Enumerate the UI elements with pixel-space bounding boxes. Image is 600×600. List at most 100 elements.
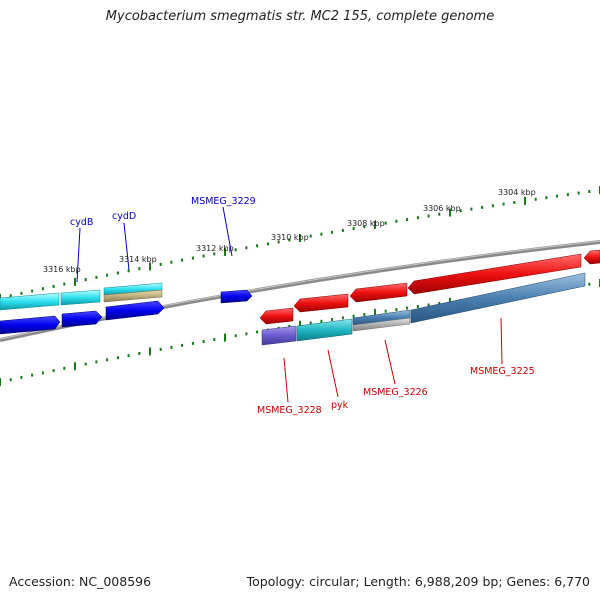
- lower-ring-minor-tick: [588, 282, 591, 286]
- topology-text: Topology: circular; Length: 6,988,209 bp…: [246, 574, 590, 589]
- upper-ring-minor-tick: [191, 256, 194, 260]
- upper-ring-minor-tick: [266, 242, 269, 246]
- upper-ring-minor-tick: [577, 191, 580, 195]
- label-msmeg-3228[interactable]: MSMEG_3228: [257, 405, 322, 416]
- lower-ring-minor-tick: [352, 314, 355, 318]
- tick-label-3314: 3314 kbp: [119, 255, 157, 264]
- upper-ring-major-tick: [224, 247, 226, 256]
- lower-ring-minor-tick: [41, 371, 44, 375]
- upper-ring-minor-tick: [288, 238, 291, 242]
- upper-ring-major-tick: [74, 277, 76, 286]
- upper-ring-minor-tick: [502, 202, 505, 206]
- gene-msmeg-3225-arrow[interactable]: [407, 253, 582, 295]
- upper-ring-minor-tick: [116, 271, 119, 275]
- upper-ring-minor-tick: [513, 201, 516, 204]
- gene-blue-arrow-1[interactable]: [0, 315, 61, 335]
- upper-ring-minor-tick: [213, 252, 216, 256]
- upper-ring-minor-tick: [234, 248, 237, 252]
- gene-red-arrow-edge[interactable]: [583, 249, 600, 265]
- upper-ring-minor-tick: [406, 218, 409, 221]
- feature-pyk[interactable]: [296, 318, 353, 342]
- lower-ring-minor-tick: [427, 303, 430, 307]
- tick-ring-upper: [0, 186, 600, 302]
- upper-ring-minor-tick: [9, 294, 12, 298]
- gene-cydB-feature[interactable]: [0, 292, 60, 311]
- lower-ring-minor-tick: [159, 347, 162, 351]
- upper-ring-minor-tick: [127, 269, 130, 273]
- upper-ring-minor-tick: [459, 209, 462, 213]
- lower-ring-minor-tick: [52, 369, 55, 373]
- gene-cydB-feature-2[interactable]: [60, 289, 101, 306]
- upper-ring-minor-tick: [556, 194, 559, 198]
- gene-msmeg-3226-arrow[interactable]: [349, 282, 408, 303]
- lower-ring-minor-tick: [341, 316, 344, 320]
- lower-ring-minor-tick: [320, 319, 323, 323]
- tick-label-3310: 3310 kbp: [271, 233, 309, 242]
- upper-ring-minor-tick: [395, 219, 398, 223]
- lower-ring-major-tick: [374, 308, 376, 317]
- upper-ring-minor-tick: [245, 246, 248, 250]
- lower-ring-minor-tick: [95, 360, 98, 364]
- leader-cydD: [123, 222, 130, 271]
- upper-ring-minor-tick: [309, 234, 312, 238]
- upper-ring-minor-tick: [363, 225, 366, 229]
- lower-ring-minor-tick: [245, 332, 248, 336]
- label-msmeg-3225[interactable]: MSMEG_3225: [470, 366, 535, 377]
- feature-msmeg-3225[interactable]: [410, 272, 586, 324]
- lower-ring-minor-tick: [202, 340, 205, 343]
- gene-blue-arrow-2[interactable]: [61, 310, 103, 328]
- tick-label-3306: 3306 kbp: [423, 204, 461, 213]
- feature-msmeg-3226-sub[interactable]: [352, 317, 411, 332]
- lower-ring-major-tick: [149, 347, 151, 356]
- label-msmeg-3226[interactable]: MSMEG_3226: [363, 387, 428, 398]
- lower-ring-major-tick: [299, 320, 301, 329]
- label-cydB[interactable]: cydB: [70, 217, 93, 228]
- tick-label-3312: 3312 kbp: [196, 244, 234, 253]
- lower-ring-minor-tick: [363, 313, 366, 316]
- label-cydD[interactable]: cydD: [112, 211, 136, 222]
- tick-label-3308: 3308 kbp: [347, 219, 385, 228]
- feature-msmeg-3228[interactable]: [261, 325, 297, 346]
- lower-ring-minor-tick: [288, 325, 291, 328]
- lower-ring-minor-tick: [438, 301, 441, 305]
- upper-ring-minor-tick: [202, 254, 205, 258]
- label-pyk[interactable]: pyk: [331, 400, 349, 411]
- lower-ring-minor-tick: [84, 362, 87, 366]
- gene-msmeg-3229[interactable]: [220, 289, 253, 304]
- lower-ring-minor-tick: [213, 338, 216, 341]
- upper-ring-minor-tick: [534, 197, 537, 201]
- gene-msmeg-3228-arrow[interactable]: [259, 307, 294, 325]
- lower-ring-minor-tick: [234, 334, 237, 338]
- lower-ring-major-tick: [74, 362, 76, 371]
- upper-ring-minor-tick: [63, 282, 66, 286]
- lower-ring-minor-tick: [309, 321, 312, 325]
- gene-cydD-subfeature[interactable]: [103, 289, 163, 303]
- upper-ring-minor-tick: [20, 291, 23, 295]
- lower-ring-minor-tick: [116, 356, 119, 360]
- upper-ring-major-tick: [449, 208, 451, 217]
- upper-ring-minor-tick: [170, 260, 173, 264]
- gene-pyk-arrow[interactable]: [293, 293, 349, 313]
- upper-ring-minor-tick: [320, 232, 323, 236]
- upper-ring-minor-tick: [481, 205, 484, 209]
- lower-ring-minor-tick: [106, 358, 109, 362]
- lower-ring-minor-tick: [20, 375, 23, 379]
- upper-ring-minor-tick: [95, 275, 98, 279]
- upper-ring-minor-tick: [352, 227, 355, 230]
- upper-ring-minor-tick: [331, 230, 334, 234]
- upper-ring-minor-tick: [545, 196, 548, 200]
- upper-ring-minor-tick: [277, 240, 280, 244]
- leader-msmeg-3228: [283, 357, 289, 403]
- label-msmeg-3229[interactable]: MSMEG_3229: [191, 196, 256, 207]
- upper-ring-minor-tick: [52, 284, 55, 288]
- leader-msmeg-3229: [222, 206, 233, 257]
- leader-msmeg-3225: [500, 317, 503, 365]
- lower-ring-major-tick: [224, 333, 226, 342]
- tick-label-3304: 3304 kbp: [498, 188, 536, 197]
- upper-ring-major-tick: [374, 220, 376, 229]
- upper-ring-minor-tick: [566, 193, 569, 197]
- gene-blue-arrow-3[interactable]: [105, 300, 165, 321]
- upper-ring-minor-tick: [181, 258, 184, 262]
- upper-ring-major-tick: [299, 234, 301, 242]
